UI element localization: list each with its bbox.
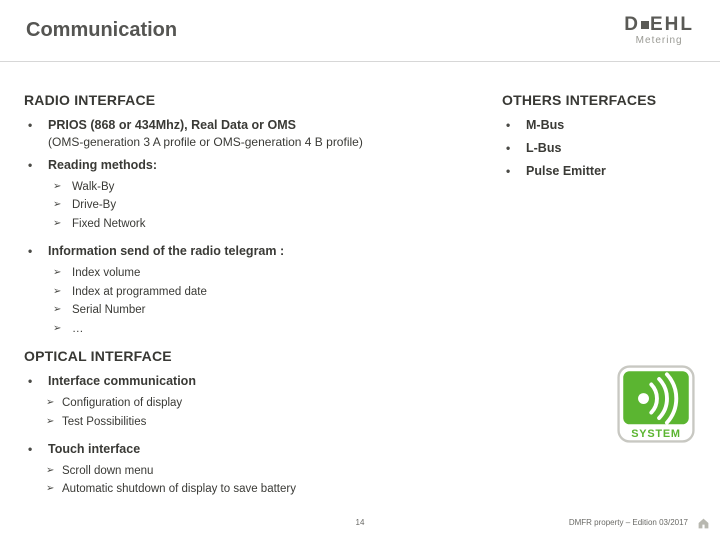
sub-ic-1: Test Possibilities [24,415,469,431]
logo-wordmark: DEHL [624,15,694,34]
bullet-interface-comm: Interface communication [24,373,469,390]
page-title: Communication [26,19,177,42]
bullet-reading: Reading methods: [24,157,469,174]
sub-info-3: … [24,322,469,338]
bullet-prios-main: PRIOS (868 or 434Mhz), Real Data or OMS [48,118,296,132]
content-area: RADIO INTERFACE PRIOS (868 or 434Mhz), R… [24,92,698,510]
sub-ti-1: Automatic shutdown of display to save ba… [24,482,469,498]
bullet-prios-sub: (OMS-generation 3 A profile or OMS-gener… [48,135,363,149]
sub-method-1: Drive-By [24,198,469,214]
sub-method-0: Walk-By [24,180,469,196]
bullet-prios: PRIOS (868 or 434Mhz), Real Data or OMS … [24,117,469,151]
home-icon[interactable] [697,517,710,535]
svg-text:SYSTEM: SYSTEM [631,428,681,440]
section-optical: OPTICAL INTERFACE [24,348,469,364]
bullet-touch: Touch interface [24,441,469,458]
system-badge-icon: SYSTEM [617,365,695,443]
left-column: RADIO INTERFACE PRIOS (868 or 434Mhz), R… [24,92,469,501]
page-number: 14 [356,518,365,527]
footer: 14 DMFR property – Edition 03/2017 [0,518,720,534]
bullet-info: Information send of the radio telegram : [24,243,469,260]
logo-subtext: Metering [624,36,694,46]
slide: Communication DEHL Metering RADIO INTERF… [0,0,720,540]
other-2: Pulse Emitter [502,163,712,180]
sub-ti-0: Scroll down menu [24,464,469,480]
sub-info-1: Index at programmed date [24,285,469,301]
section-others: OTHERS INTERFACES [502,92,712,108]
other-1: L-Bus [502,140,712,157]
footer-property: DMFR property – Edition 03/2017 [569,518,688,527]
header: Communication DEHL Metering [0,0,720,62]
section-radio: RADIO INTERFACE [24,92,469,108]
right-column: OTHERS INTERFACES M-Bus L-Bus Pulse Emit… [502,92,712,186]
sub-ic-0: Configuration of display [24,396,469,412]
logo: DEHL Metering [624,15,694,46]
sub-info-0: Index volume [24,266,469,282]
other-0: M-Bus [502,117,712,134]
sub-method-2: Fixed Network [24,217,469,233]
sub-info-2: Serial Number [24,303,469,319]
